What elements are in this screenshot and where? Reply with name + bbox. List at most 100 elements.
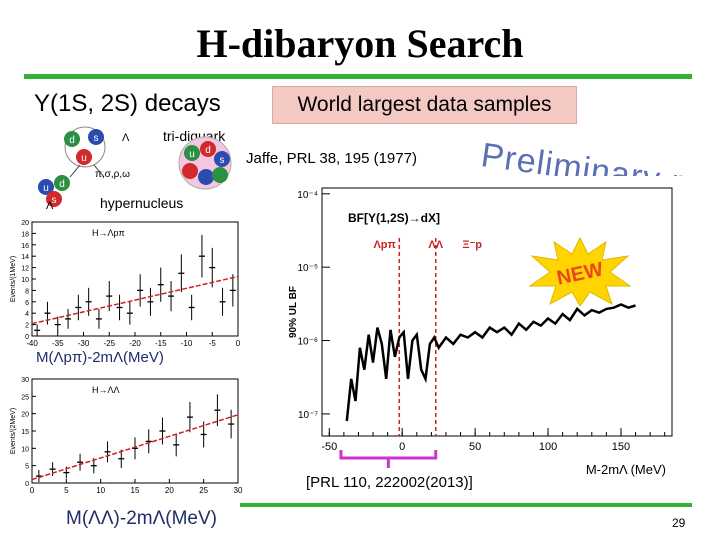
y-tick-label: 4 xyxy=(25,311,29,318)
quark-ball xyxy=(200,141,216,157)
x-tick-label: 20 xyxy=(165,486,174,495)
y-tick-label: 25 xyxy=(21,394,29,401)
x-tick-label: 0 xyxy=(30,486,35,495)
threshold-label: Ξ⁻p xyxy=(462,239,482,251)
plot-frame xyxy=(321,187,673,437)
quark-label: d xyxy=(69,135,75,146)
fit-line xyxy=(31,414,239,481)
quark-ball xyxy=(46,191,62,207)
quark-ball xyxy=(54,175,70,191)
threshold-label: Λpπ xyxy=(373,239,396,251)
footer-rule xyxy=(240,503,692,507)
quark-ball xyxy=(38,179,54,195)
y-tick-label: 20 xyxy=(21,412,29,419)
x-axis-label: M(Λpπ)-2mΛ(MeV) xyxy=(36,349,164,366)
chart-lambda-lambda: 0 5 10 15 20 25 30 0 5 10 15 20 25 30 Events/(2MeV) H→Λ… xyxy=(6,375,244,505)
y-tick-label: 15 xyxy=(21,429,29,436)
y-tick-label: 10 xyxy=(21,446,29,453)
quark-label: d xyxy=(59,179,65,190)
quark-label: u xyxy=(81,153,87,164)
x-tick-label: -10 xyxy=(181,339,193,348)
y-tick-label: 8 xyxy=(25,288,29,295)
meson-label: π,σ,ρ,ω xyxy=(95,169,130,180)
series-line xyxy=(345,303,636,422)
slide-title: H-dibaryon Search xyxy=(196,21,524,66)
x-tick-label: 100 xyxy=(539,441,557,453)
hypernucleus-label: hypernucleus xyxy=(100,195,184,211)
prl-reference: [PRL 110, 222002(2013)] xyxy=(306,474,473,491)
quark-ball xyxy=(212,167,228,183)
x-tick-label: 25 xyxy=(199,486,208,495)
x-tick-label: 15 xyxy=(131,486,140,495)
upsilon-symbol: Υ xyxy=(34,90,51,117)
threshold-label: ΛΛ xyxy=(428,239,443,251)
y-tick-label: 12 xyxy=(21,266,29,273)
x-tick-label: 30 xyxy=(234,486,243,495)
plot-frame xyxy=(31,378,239,484)
y-tick-label: 2 xyxy=(25,323,29,330)
quark-label: u xyxy=(43,183,49,194)
x-tick-label: -5 xyxy=(209,339,217,348)
y-tick-label: 10 xyxy=(21,277,29,284)
lambda-label: Λ xyxy=(122,132,130,144)
x-tick-label: -20 xyxy=(129,339,141,348)
y-tick-label: 30 xyxy=(21,377,29,384)
decays-text: (1S, 2S) decays xyxy=(50,90,221,117)
world-largest-box: World largest data samples xyxy=(272,86,577,124)
y-tick-label: 14 xyxy=(21,254,29,261)
quark-ball xyxy=(64,131,80,147)
quark-ball xyxy=(214,151,230,167)
quark-label: s xyxy=(94,133,99,144)
x-tick-label: 0 xyxy=(236,339,241,348)
x-tick-label: 0 xyxy=(399,441,405,453)
quark-ball xyxy=(182,163,198,179)
x-tick-label: -30 xyxy=(78,339,90,348)
range-bracket xyxy=(339,450,438,468)
quark-ball xyxy=(184,145,200,161)
y-tick-label: 16 xyxy=(21,243,29,250)
plot-frame xyxy=(31,221,239,337)
y-axis-label: Events/(2MeV) xyxy=(10,408,17,454)
new-starburst: NEW xyxy=(528,236,632,306)
x-axis-label: M-2mΛ (MeV) xyxy=(586,462,666,477)
y-axis-label: 90% UL BF xyxy=(288,286,299,338)
x-tick-label: -35 xyxy=(52,339,64,348)
y-tick-label: 18 xyxy=(21,231,29,238)
chart-title: H→ΛΛ xyxy=(92,385,120,395)
y-tick-label: 20 xyxy=(21,220,29,227)
quark-label: s xyxy=(52,195,57,206)
quark-ball xyxy=(88,129,104,145)
chart-title: H→Λpπ xyxy=(92,228,125,238)
x-tick-label: 10 xyxy=(96,486,105,495)
x-tick-label: -50 xyxy=(321,441,337,453)
lambda-label: Λ xyxy=(46,200,54,212)
x-tick-label: 150 xyxy=(612,441,630,453)
chart-lambda-p-pi: -40 -35 -30 -25 -20 -15 -10 -5 0 0 2 4 6 8 10 12 14 16 18 2… xyxy=(6,218,244,366)
x-tick-label: -40 xyxy=(26,339,38,348)
quark-ball xyxy=(198,169,214,185)
y-axis-label: Events/(1MeV) xyxy=(10,256,17,302)
quark-label: d xyxy=(205,145,211,156)
y-tick-label: 10⁻⁶ xyxy=(297,337,318,348)
quark-ball xyxy=(76,149,92,165)
quark-label: u xyxy=(189,149,195,160)
y-tick-label: 10⁻⁴ xyxy=(297,190,318,201)
y-tick-label: 10⁻⁵ xyxy=(297,263,318,274)
fit-line xyxy=(31,275,239,325)
chart-upper-limit: 10⁻⁴ 10⁻⁵ 10⁻⁶ 10⁻⁷ -50 0 50 100 150 90% UL BF M-2… xyxy=(282,176,704,498)
quark-diagram: d s u Λ π,σ,ρ,ω u d s Λ u d s xyxy=(38,126,232,212)
y-tick-label: 6 xyxy=(25,300,29,307)
y-tick-label: 0 xyxy=(25,481,29,488)
y-tick-label: 0 xyxy=(25,334,29,341)
lambda-lambda-xlabel: M(ΛΛ)-2mΛ(MeV) xyxy=(66,508,217,529)
chart-title: BF[Υ(1,2S)→dX] xyxy=(348,211,440,225)
x-tick-label: 5 xyxy=(64,486,69,495)
x-tick-label: -15 xyxy=(155,339,167,348)
y-tick-label: 5 xyxy=(25,464,29,471)
title-rule xyxy=(24,74,692,79)
decays-heading: Υ(1S, 2S) decays xyxy=(34,90,221,118)
x-tick-label: -25 xyxy=(103,339,115,348)
y-tick-label: 10⁻⁷ xyxy=(298,410,318,421)
page-number: 29 xyxy=(672,516,686,530)
quark-label: s xyxy=(220,155,225,166)
